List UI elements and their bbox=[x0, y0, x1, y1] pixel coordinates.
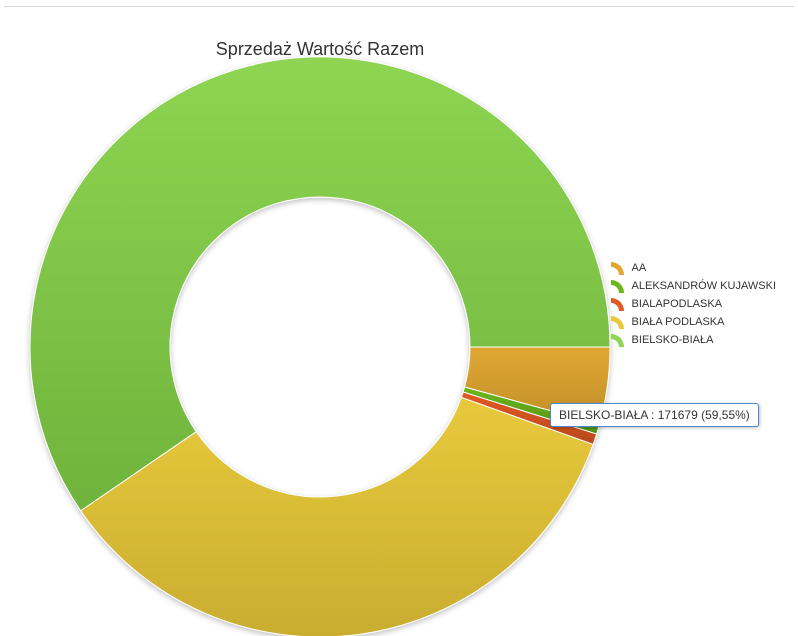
legend-swatch-icon bbox=[610, 261, 626, 275]
legend-swatch-icon bbox=[610, 279, 626, 293]
legend-item[interactable]: ALEKSANDRÓW KUJAWSKI bbox=[610, 279, 776, 293]
tooltip: BIELSKO-BIAŁA : 171679 (59,55%) bbox=[550, 403, 759, 427]
donut-chart bbox=[0, 7, 640, 636]
legend-label: ALEKSANDRÓW KUJAWSKI bbox=[632, 280, 776, 292]
legend-item[interactable]: BIAŁA PODLASKA bbox=[610, 315, 776, 329]
legend-label: BIAŁA PODLASKA bbox=[632, 316, 725, 328]
legend-item[interactable]: AA bbox=[610, 261, 776, 275]
chart-container: Sprzedaż Wartość Razem AAALEKSANDRÓW KUJ… bbox=[0, 7, 798, 636]
legend: AA ALEKSANDRÓW KUJAWSKI BIALAPODLASKA BIAŁA… bbox=[610, 261, 776, 351]
legend-label: BIELSKO-BIAŁA bbox=[632, 334, 714, 346]
legend-label: BIALAPODLASKA bbox=[632, 298, 723, 310]
legend-swatch-icon bbox=[610, 315, 626, 329]
legend-item[interactable]: BIELSKO-BIAŁA bbox=[610, 333, 776, 347]
tooltip-text: BIELSKO-BIAŁA : 171679 (59,55%) bbox=[559, 408, 750, 422]
legend-swatch-icon bbox=[610, 333, 626, 347]
legend-swatch-icon bbox=[610, 297, 626, 311]
legend-label: AA bbox=[632, 262, 647, 274]
legend-item[interactable]: BIALAPODLASKA bbox=[610, 297, 776, 311]
